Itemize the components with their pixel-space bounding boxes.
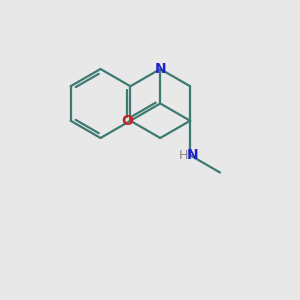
Text: H: H: [179, 149, 188, 162]
Text: O: O: [121, 114, 133, 128]
Text: N: N: [154, 62, 166, 76]
Text: N: N: [187, 148, 198, 162]
